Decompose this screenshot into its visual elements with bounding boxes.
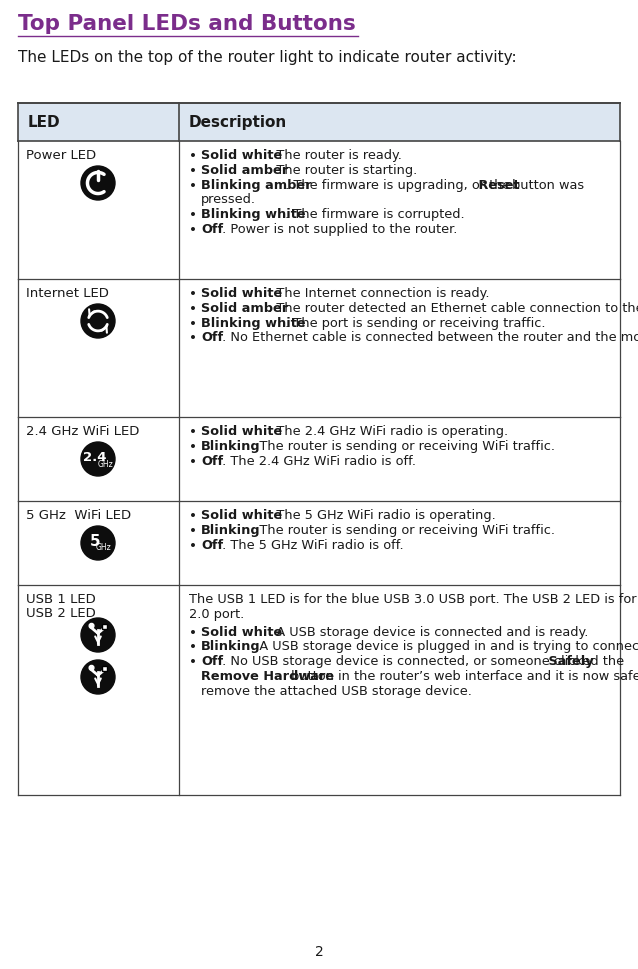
FancyBboxPatch shape	[18, 417, 620, 501]
FancyBboxPatch shape	[18, 103, 620, 141]
Text: Power LED: Power LED	[26, 149, 96, 162]
Text: button in the router’s web interface and it is now safe to: button in the router’s web interface and…	[287, 670, 638, 683]
FancyBboxPatch shape	[18, 279, 620, 417]
Circle shape	[81, 166, 115, 200]
Text: Solid white: Solid white	[201, 149, 282, 162]
Text: Solid white: Solid white	[201, 626, 282, 639]
Text: . A USB storage device is connected and is ready.: . A USB storage device is connected and …	[264, 626, 588, 639]
Text: Blinking amber: Blinking amber	[201, 178, 311, 192]
Text: •: •	[189, 454, 197, 469]
Text: Solid amber: Solid amber	[201, 301, 288, 315]
Text: USB 2 LED: USB 2 LED	[26, 607, 96, 620]
Text: LED: LED	[28, 114, 61, 130]
Circle shape	[81, 618, 115, 652]
Text: 2.4: 2.4	[83, 451, 107, 463]
Text: Blinking white: Blinking white	[201, 208, 306, 221]
Text: pressed.: pressed.	[201, 194, 256, 206]
Text: •: •	[189, 509, 197, 523]
Text: •: •	[189, 178, 197, 193]
Text: Off: Off	[201, 539, 223, 551]
Text: Blinking: Blinking	[201, 524, 261, 537]
Circle shape	[89, 666, 94, 671]
Text: •: •	[189, 641, 197, 654]
Text: •: •	[189, 524, 197, 538]
Text: . The router is sending or receiving WiFi traffic.: . The router is sending or receiving WiF…	[247, 524, 555, 537]
Circle shape	[81, 660, 115, 694]
Text: . The 2.4 GHz WiFi radio is off.: . The 2.4 GHz WiFi radio is off.	[218, 454, 416, 468]
Text: Solid white: Solid white	[201, 425, 282, 438]
Text: 2.4 GHz WiFi LED: 2.4 GHz WiFi LED	[26, 425, 139, 438]
Text: •: •	[189, 208, 197, 222]
Text: Off: Off	[201, 454, 223, 468]
Text: . The firmware is upgrading, or the: . The firmware is upgrading, or the	[281, 178, 510, 192]
FancyBboxPatch shape	[18, 585, 620, 795]
Text: •: •	[189, 440, 197, 453]
Text: •: •	[189, 539, 197, 552]
Text: •: •	[189, 164, 197, 177]
Text: . The 2.4 GHz WiFi radio is operating.: . The 2.4 GHz WiFi radio is operating.	[264, 425, 508, 438]
Text: •: •	[189, 287, 197, 301]
Text: . The router is ready.: . The router is ready.	[264, 149, 402, 162]
Text: . The port is sending or receiving traffic.: . The port is sending or receiving traff…	[281, 317, 545, 329]
Text: Off: Off	[201, 331, 223, 344]
Text: The LEDs on the top of the router light to indicate router activity:: The LEDs on the top of the router light …	[18, 50, 517, 65]
Text: button was: button was	[508, 178, 584, 192]
Text: Top Panel LEDs and Buttons: Top Panel LEDs and Buttons	[18, 14, 356, 34]
Text: 2: 2	[315, 945, 323, 959]
Text: GHz: GHz	[97, 459, 113, 468]
Text: . A USB storage device is plugged in and is trying to connect.: . A USB storage device is plugged in and…	[247, 641, 638, 653]
Text: . The firmware is corrupted.: . The firmware is corrupted.	[281, 208, 464, 221]
Text: Description: Description	[189, 114, 287, 130]
Text: Blinking white: Blinking white	[201, 317, 306, 329]
Circle shape	[89, 623, 94, 628]
Circle shape	[81, 442, 115, 476]
Text: •: •	[189, 626, 197, 640]
Circle shape	[81, 304, 115, 338]
Text: . The router is starting.: . The router is starting.	[264, 164, 417, 176]
FancyBboxPatch shape	[18, 141, 620, 279]
Text: •: •	[189, 425, 197, 439]
Text: Blinking: Blinking	[201, 641, 261, 653]
Text: Solid amber: Solid amber	[201, 164, 288, 176]
Circle shape	[81, 526, 115, 560]
Text: . No USB storage device is connected, or someone clicked the: . No USB storage device is connected, or…	[218, 655, 625, 669]
Text: Blinking: Blinking	[201, 440, 261, 453]
Text: remove the attached USB storage device.: remove the attached USB storage device.	[201, 685, 472, 698]
Text: •: •	[189, 317, 197, 330]
Text: •: •	[189, 223, 197, 237]
Text: . The 5 GHz WiFi radio is off.: . The 5 GHz WiFi radio is off.	[218, 539, 404, 551]
Text: 5: 5	[90, 534, 100, 548]
Text: 5 GHz  WiFi LED: 5 GHz WiFi LED	[26, 509, 131, 522]
Text: 2.0 port.: 2.0 port.	[189, 608, 244, 621]
Text: . No Ethernet cable is connected between the router and the modem.: . No Ethernet cable is connected between…	[218, 331, 638, 344]
Text: . The router detected an Ethernet cable connection to the modem.: . The router detected an Ethernet cable …	[264, 301, 638, 315]
Text: . Power is not supplied to the router.: . Power is not supplied to the router.	[218, 223, 457, 236]
FancyBboxPatch shape	[102, 666, 107, 671]
Text: Solid white: Solid white	[201, 509, 282, 522]
FancyBboxPatch shape	[102, 624, 107, 629]
Text: Solid white: Solid white	[201, 287, 282, 300]
Text: Safely: Safely	[544, 655, 594, 669]
Text: •: •	[189, 301, 197, 316]
Text: Remove Hardware: Remove Hardware	[201, 670, 334, 683]
FancyBboxPatch shape	[18, 501, 620, 585]
Text: The USB 1 LED is for the blue USB 3.0 USB port. The USB 2 LED is for the USB: The USB 1 LED is for the blue USB 3.0 US…	[189, 593, 638, 606]
Text: GHz: GHz	[96, 544, 112, 552]
Text: •: •	[189, 149, 197, 163]
Text: USB 1 LED: USB 1 LED	[26, 593, 96, 606]
Text: . The router is sending or receiving WiFi traffic.: . The router is sending or receiving WiF…	[247, 440, 555, 453]
Text: . The Internet connection is ready.: . The Internet connection is ready.	[264, 287, 489, 300]
Text: •: •	[189, 331, 197, 345]
Text: . The 5 GHz WiFi radio is operating.: . The 5 GHz WiFi radio is operating.	[264, 509, 496, 522]
Text: Off: Off	[201, 655, 223, 669]
Text: Off: Off	[201, 223, 223, 236]
Text: Internet LED: Internet LED	[26, 287, 109, 300]
Text: Reset: Reset	[473, 178, 519, 192]
Text: •: •	[189, 655, 197, 670]
